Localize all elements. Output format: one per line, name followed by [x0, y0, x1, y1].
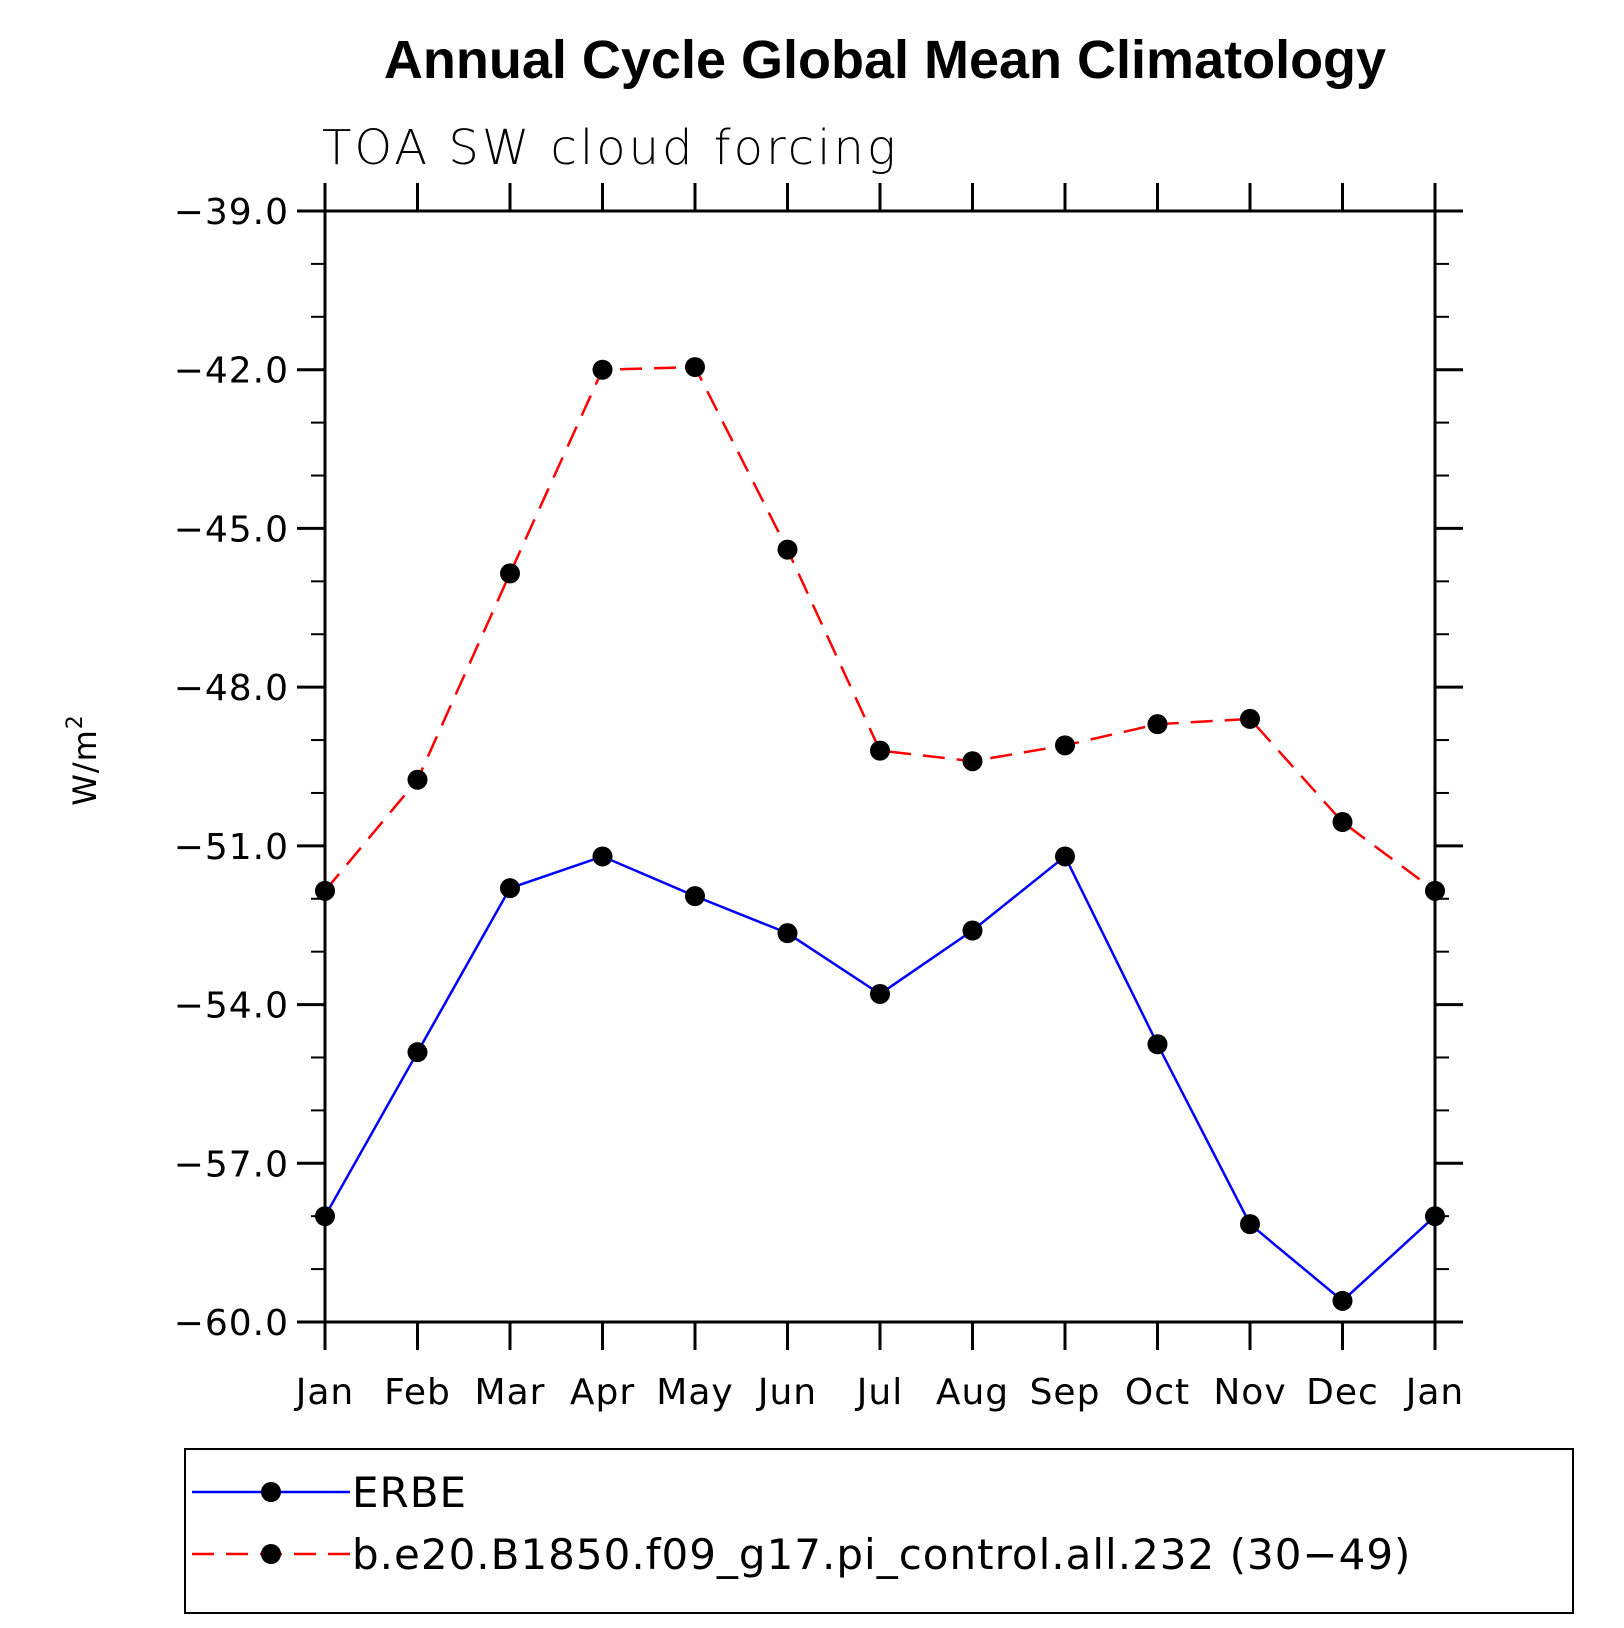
series-0-point: [870, 983, 890, 1004]
series-1-point: [1147, 714, 1168, 735]
series-1-point: [592, 359, 613, 380]
y-tick-label: −48.0: [174, 668, 289, 709]
x-tick-label: Aug: [936, 1372, 1009, 1413]
legend-marker-0: [261, 1482, 281, 1502]
series-0-point: [315, 1206, 335, 1227]
series-1-point: [315, 880, 335, 901]
y-tick-label: −42.0: [174, 351, 289, 392]
x-tick-label: Feb: [384, 1372, 451, 1413]
series-1-point: [407, 769, 428, 790]
plot-frame: [323, 209, 1437, 1324]
chart-title: Annual Cycle Global Mean Climatology: [384, 30, 1386, 90]
series-1-point: [1055, 735, 1075, 756]
y-axis-ticks: −39.0 −42.0 −45.0 −48.0 −51.0 −54.0 −57.0 −60.0: [174, 192, 1463, 1344]
series-line-0: [323, 854, 1436, 1303]
series-0-point: [777, 923, 798, 944]
series-1-point: [1240, 708, 1260, 729]
legend-marker-1: [261, 1544, 281, 1564]
series-1-point: [685, 357, 705, 378]
series-0-point: [1332, 1290, 1353, 1311]
legend-box: [184, 1448, 1574, 1614]
y-axis-label-text: W/m: [66, 729, 104, 806]
series-0-point: [407, 1042, 428, 1063]
y-tick-label: −57.0: [174, 1144, 289, 1185]
legend-label-1: b.e20.B1850.f09_g17.pi_control.all.232 (…: [352, 1530, 1411, 1579]
x-tick-label: Jul: [855, 1372, 903, 1413]
series-1-point: [500, 563, 520, 584]
legend-label-0: ERBE: [352, 1468, 467, 1517]
legend-items: ERBE b.e20.B1850.f09_g17.pi_control.all.2…: [192, 1468, 1411, 1579]
series-0-point: [1425, 1206, 1445, 1227]
y-tick-label: −54.0: [174, 986, 289, 1027]
series-0-point: [592, 846, 613, 867]
x-tick-label: Jan: [294, 1372, 355, 1413]
legend: ERBE b.e20.B1850.f09_g17.pi_control.all.2…: [184, 1448, 1574, 1614]
x-tick-label: Apr: [570, 1372, 635, 1413]
x-tick-label: Jun: [756, 1372, 817, 1413]
x-tick-label: May: [656, 1372, 733, 1413]
y-tick-label: −51.0: [174, 827, 289, 868]
x-tick-label: Jan: [1404, 1372, 1465, 1413]
x-tick-label: Dec: [1306, 1372, 1379, 1413]
y-axis-label-superscript: 2: [63, 714, 88, 729]
series-0-point: [1055, 846, 1075, 867]
series-layer: [315, 357, 1445, 1311]
series-0-point: [962, 920, 983, 941]
series-1-point: [962, 751, 983, 772]
series-1-point: [870, 740, 890, 761]
x-axis-ticks: Jan Feb Mar Apr May Jun Jul Aug Sep Oct Nov Dec Jan: [294, 183, 1465, 1413]
chart-subtitle: TOA SW cloud forcing: [322, 120, 899, 176]
series-0-point: [685, 886, 705, 907]
y-tick-label: −39.0: [174, 192, 289, 233]
x-tick-label: Sep: [1030, 1372, 1101, 1413]
x-tick-label: Mar: [475, 1372, 546, 1413]
y-tick-label: −45.0: [174, 509, 289, 550]
series-1-point: [777, 539, 798, 560]
series-0-point: [500, 878, 520, 899]
series-0-point: [1240, 1214, 1260, 1235]
series-1-point: [1332, 812, 1353, 833]
series-0-point: [1147, 1034, 1168, 1055]
y-axis-label: W/m2: [63, 714, 104, 806]
y-tick-label: −60.0: [174, 1303, 289, 1344]
x-tick-label: Oct: [1125, 1372, 1190, 1413]
svg-text:W/m2: W/m2: [63, 714, 104, 806]
x-tick-label: Nov: [1213, 1372, 1286, 1413]
series-line-1: [324, 365, 1436, 892]
series-1-point: [1425, 880, 1445, 901]
